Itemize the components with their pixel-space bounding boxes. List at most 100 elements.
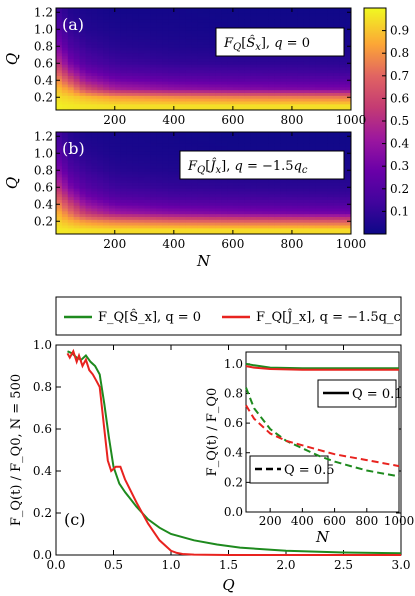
heat-cell (191, 225, 198, 229)
heat-cell (197, 185, 204, 190)
heat-cell (262, 93, 269, 97)
heat-cell (144, 22, 151, 26)
heat-cell (321, 104, 328, 108)
heat-cell (156, 163, 163, 167)
heat-cell (132, 64, 139, 68)
heat-cell (162, 208, 169, 212)
heat-cell (286, 132, 293, 136)
heat-cell (85, 27, 92, 32)
heat-cell (144, 143, 151, 147)
heat-cell (280, 134, 287, 139)
heat-cell (97, 219, 104, 224)
heat-cell (185, 47, 193, 51)
heat-cell (250, 183, 257, 187)
heat-cell (227, 222, 234, 226)
heat-cell (203, 81, 210, 85)
heat-cell (109, 191, 116, 195)
heat-cell (203, 73, 210, 77)
heat-cell (233, 219, 240, 224)
heat-cell (115, 166, 122, 170)
heat-cell (274, 107, 281, 111)
heat-cell (103, 151, 110, 156)
heat-cell (91, 197, 98, 201)
heat-cell (292, 87, 299, 91)
heat-cell (132, 16, 139, 20)
heat-cell (174, 219, 181, 224)
heat-cell (174, 157, 181, 161)
heat-cell (203, 132, 210, 136)
heat-cell (109, 107, 116, 111)
heat-cell (185, 73, 193, 77)
heat-cell (144, 107, 151, 111)
heat-cell (280, 200, 287, 204)
heat-cell (144, 219, 151, 224)
heat-cell (85, 67, 92, 71)
heat-cell (132, 50, 139, 54)
heat-cell (274, 76, 281, 80)
heat-cell (126, 149, 134, 153)
heat-cell (174, 231, 181, 235)
heat-cell (209, 191, 216, 195)
heat-cell (150, 166, 157, 170)
heat-cell (115, 160, 122, 164)
heat-cell (327, 217, 334, 221)
heat-cell (120, 59, 128, 63)
heat-cell (138, 211, 145, 215)
heat-cell (103, 39, 110, 43)
heat-cell (203, 59, 210, 63)
heat-cell (162, 140, 169, 144)
heat-cell (97, 70, 104, 74)
heat-cell (73, 73, 80, 77)
heat-cell (61, 39, 69, 43)
heat-cell (144, 149, 151, 153)
heat-cell (244, 219, 252, 224)
heat-cell (339, 59, 346, 63)
heat-cell (221, 73, 228, 77)
heat-cell (185, 188, 193, 192)
heat-cell (203, 185, 210, 190)
heat-cell (138, 27, 145, 32)
heat-cell (138, 205, 145, 209)
heat-cell (262, 78, 269, 83)
heat-cell (73, 151, 80, 156)
heat-cell (250, 202, 257, 207)
heat-cell (250, 87, 257, 91)
heat-cell (109, 47, 116, 51)
heat-cell (138, 53, 145, 57)
heat-cell (233, 185, 240, 190)
heat-cell (262, 19, 269, 23)
heat-cell (174, 101, 181, 105)
heat-cell (138, 225, 145, 229)
heat-cell (115, 231, 122, 235)
heat-cell (162, 202, 169, 207)
heat-cell (244, 56, 252, 60)
heat-cell (315, 8, 322, 12)
heat-cell (292, 98, 299, 102)
heat-cell (327, 93, 334, 97)
heat-cell (126, 76, 134, 80)
inset-series-line-3 (245, 404, 400, 468)
plot-frame (55, 131, 352, 235)
heat-cell (115, 208, 122, 212)
heat-cell (103, 137, 110, 141)
y-tick-label: 0.2 (34, 214, 53, 228)
heat-cell (56, 188, 63, 192)
heat-cell (244, 205, 252, 209)
heat-cell (73, 67, 80, 71)
heat-cell (244, 67, 252, 71)
heat-cell (144, 81, 151, 85)
heat-cell (138, 231, 145, 235)
heat-cell (333, 59, 340, 63)
heat-cell (221, 56, 228, 60)
heat-cell (73, 30, 80, 34)
heat-cell (262, 10, 269, 15)
heat-cell (126, 185, 134, 190)
heat-cell (61, 19, 69, 23)
heat-cell (179, 13, 187, 17)
heat-cell (333, 185, 340, 190)
heat-cell (168, 8, 175, 12)
heat-cell (315, 104, 322, 108)
heat-cell (309, 67, 316, 71)
heat-cell (238, 132, 246, 136)
heat-cell (168, 157, 175, 161)
